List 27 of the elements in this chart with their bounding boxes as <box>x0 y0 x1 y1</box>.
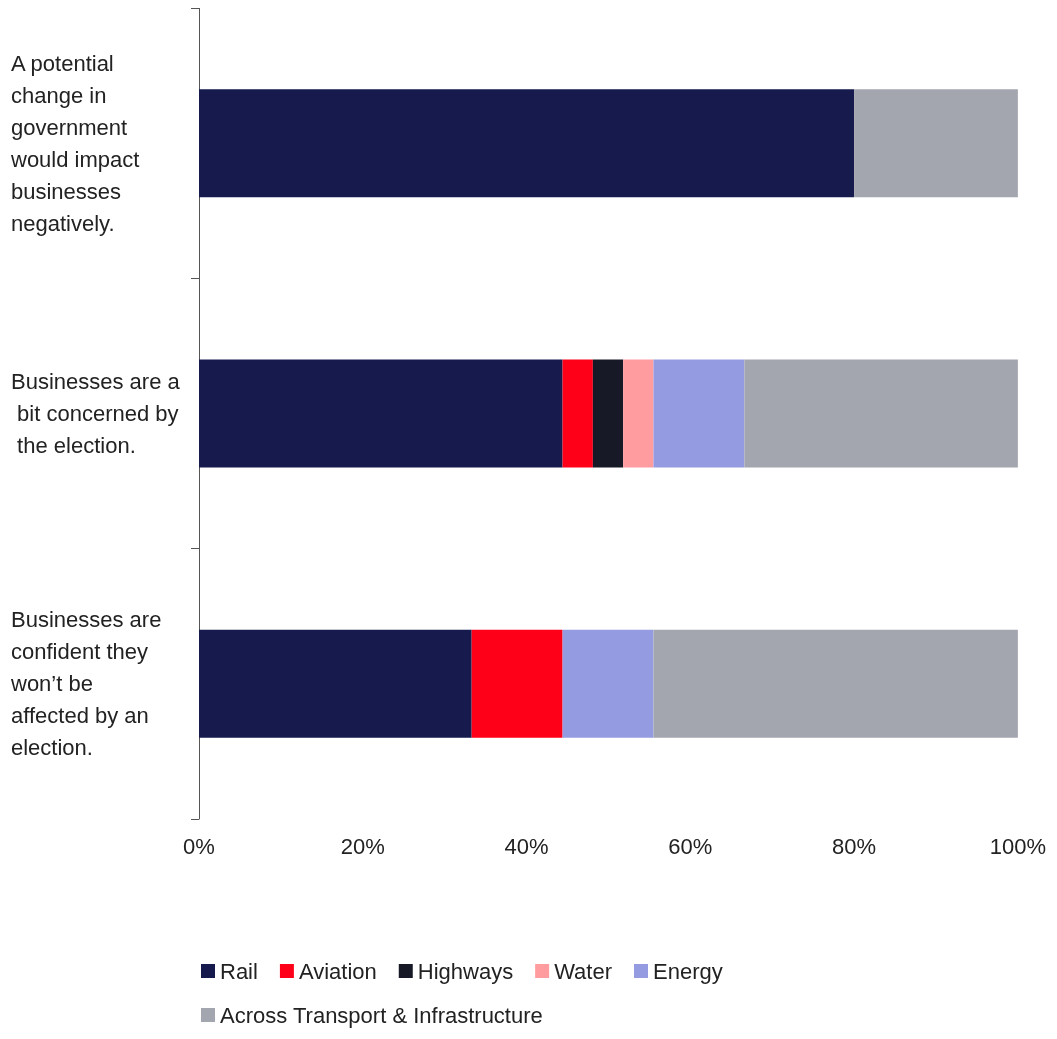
x-tick-label: 40% <box>504 833 549 859</box>
bar <box>562 359 593 468</box>
legend-label: Across Transport & Infrastructure <box>220 1002 543 1028</box>
bar <box>744 359 1018 468</box>
x-tick-label: 60% <box>668 833 713 859</box>
bar <box>854 89 1018 198</box>
x-tick-label: 20% <box>340 833 385 859</box>
bar <box>199 89 855 198</box>
bar <box>199 359 563 468</box>
bar <box>562 629 654 738</box>
bar <box>471 629 563 738</box>
bar <box>199 629 472 738</box>
legend-label: Aviation <box>298 958 377 984</box>
y-tick-label: A potential change in government would impact businesses negatively. <box>10 50 146 236</box>
x-tick-label: 80% <box>832 833 877 859</box>
y-tick-label: Businesses are confident they won’t be affected by an election. <box>10 607 168 761</box>
bar <box>592 359 624 468</box>
bar <box>653 629 1018 738</box>
legend-label: Energy <box>653 958 723 984</box>
x-tick-label: 0% <box>183 833 215 859</box>
legend-label: Highways <box>417 958 514 984</box>
legend-label: Water <box>554 958 612 984</box>
legend-label: Rail <box>220 958 258 984</box>
x-tick-label: 100% <box>989 833 1047 859</box>
y-tick-label: Businesses are a bit concerned by the election. <box>11 369 181 458</box>
bar <box>623 359 654 468</box>
bar <box>653 359 745 468</box>
